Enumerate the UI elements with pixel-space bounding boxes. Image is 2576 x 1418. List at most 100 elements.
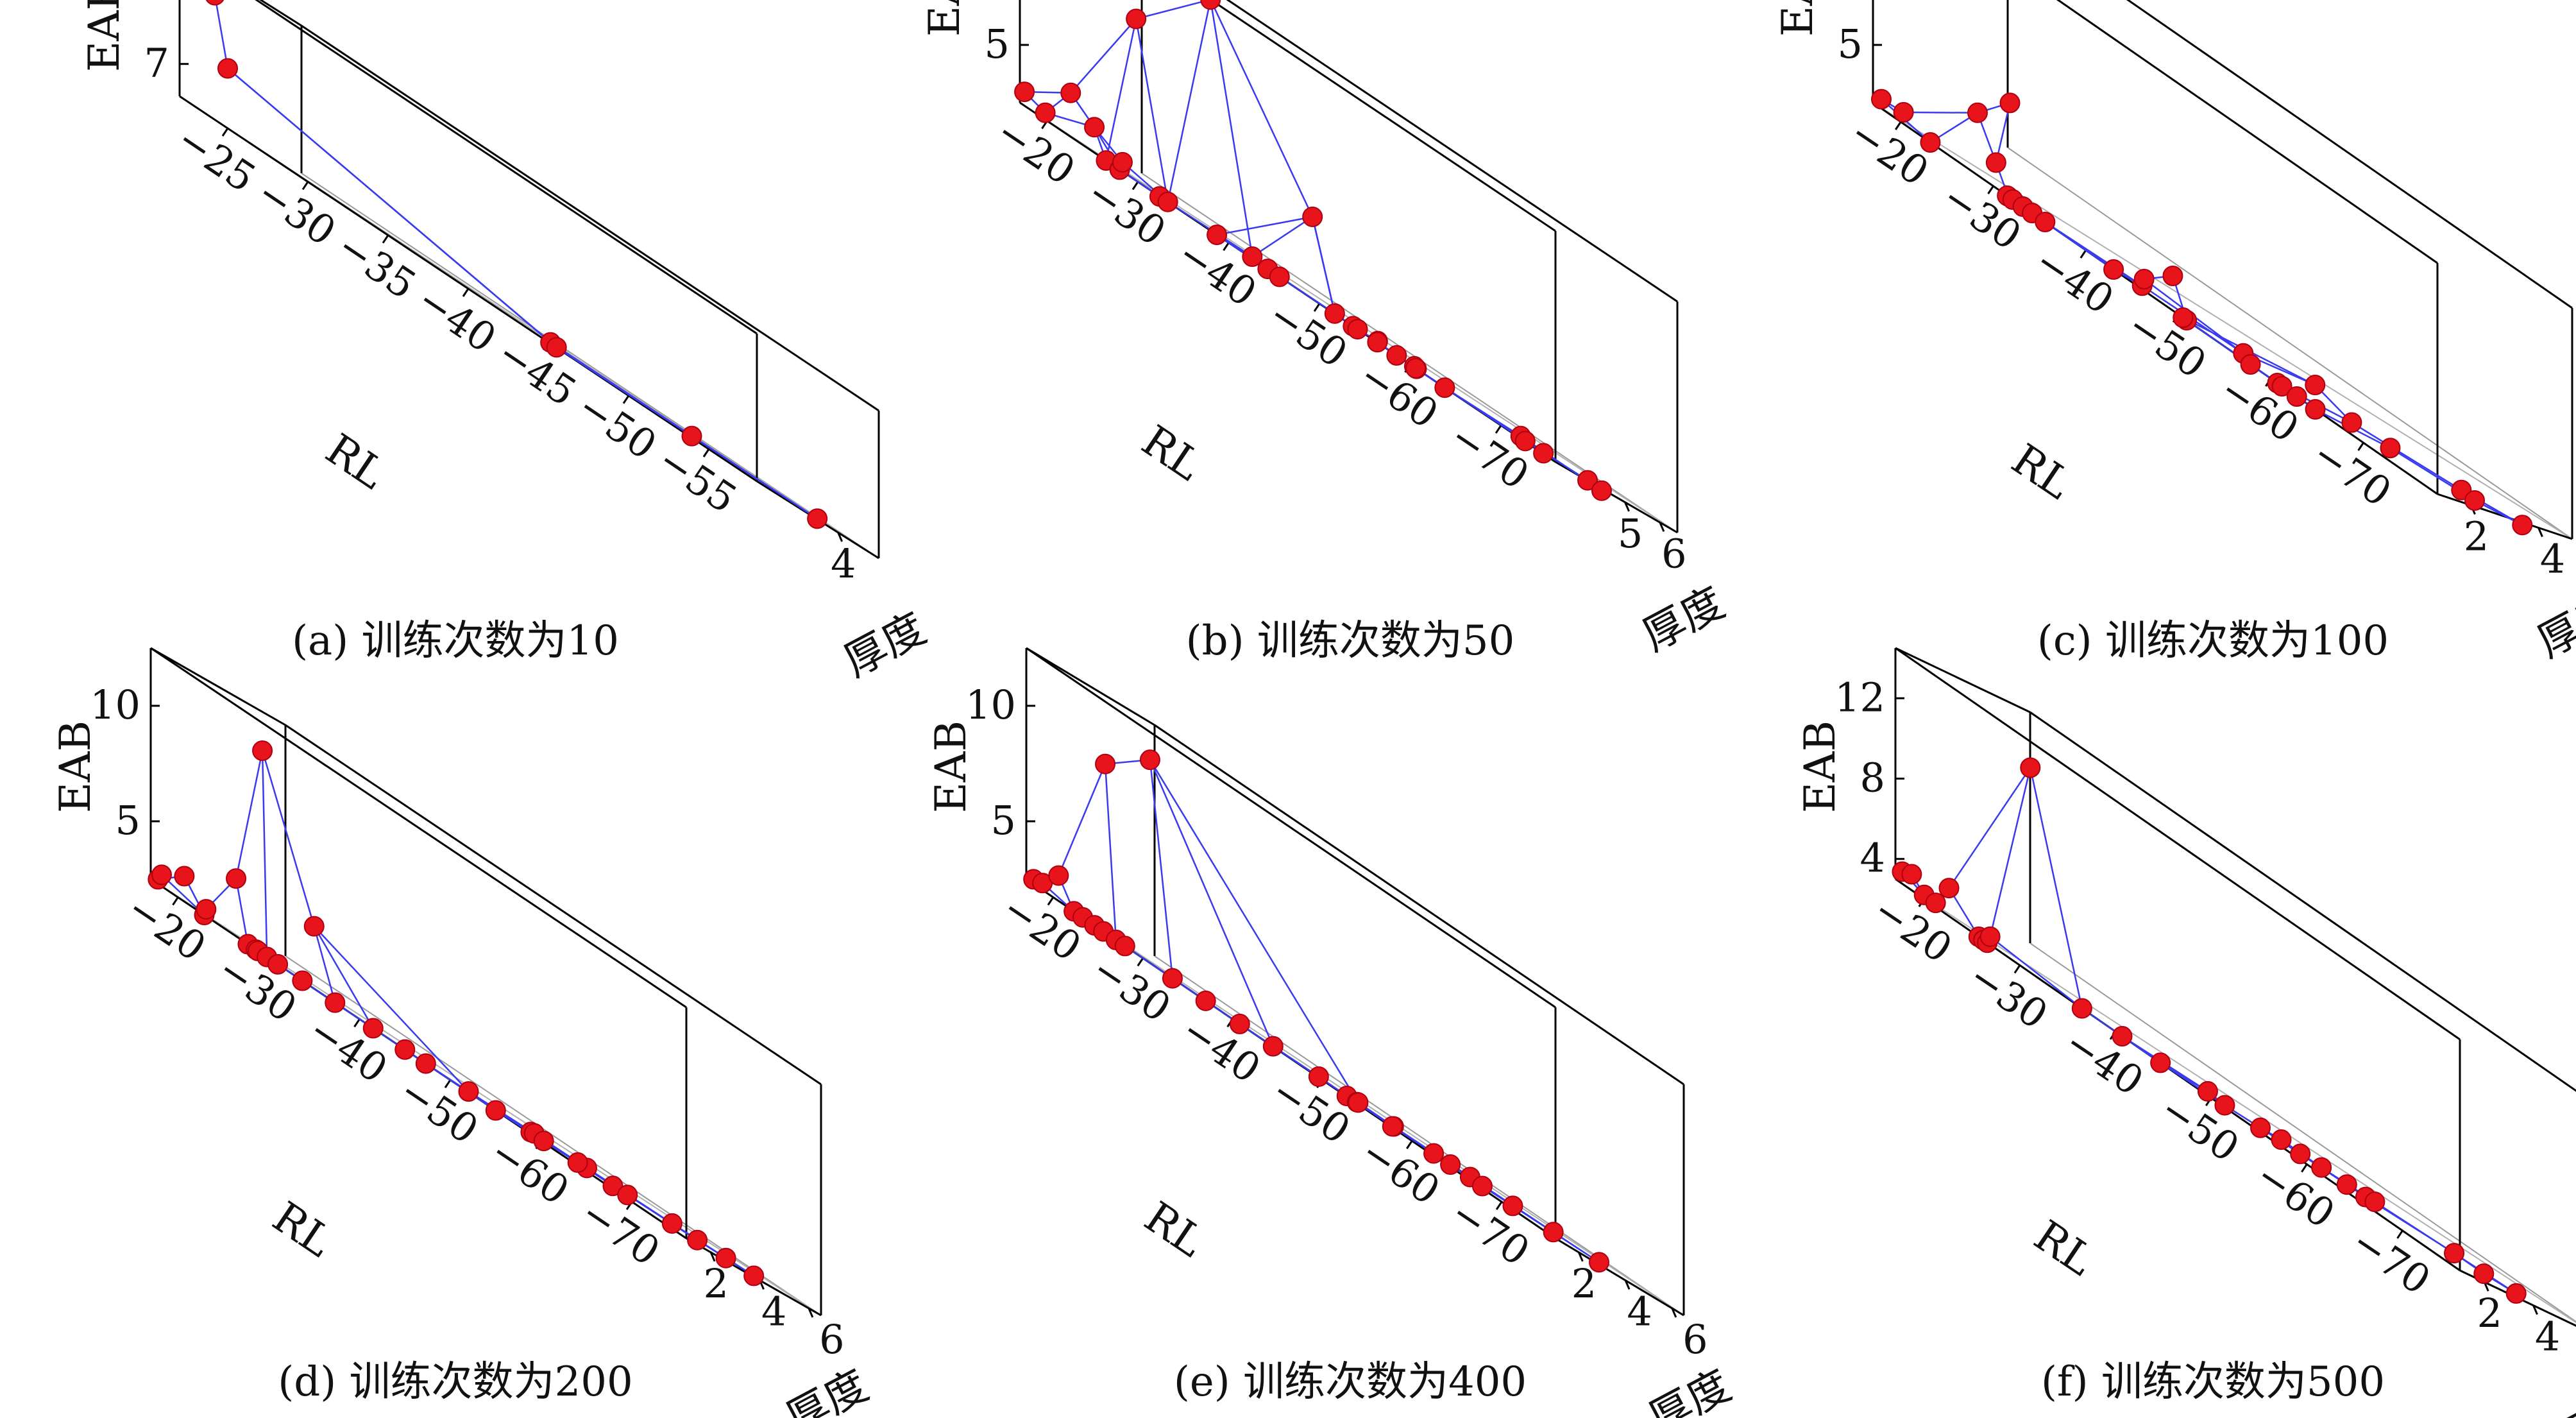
z-tick-label: 5 [991, 797, 1016, 844]
network-node [2271, 376, 2292, 397]
network-node [2512, 515, 2533, 536]
y-axis-title: 厚度 [1641, 1360, 1739, 1418]
network-node [1870, 89, 1892, 110]
x-tick-label: −20 [1842, 109, 1937, 195]
network-node [2473, 1263, 2495, 1285]
network-node [2271, 1129, 2292, 1150]
top-left-edge [258, 0, 302, 27]
network-node [2380, 438, 2401, 459]
z-tick-label: 4 [1860, 835, 1885, 882]
x-axis-title: RL [1133, 416, 1211, 490]
network-node [1543, 1222, 1564, 1243]
network-edge [1903, 111, 1978, 114]
network-node [1048, 865, 1069, 886]
panel-b: −20−30−40−50−60−7056510RL厚度EAB(b) 训练次数为5… [920, 0, 1733, 665]
panel-a: −25−30−35−40−45−50−55479RL厚度EAB(a) 训练次数为… [80, 0, 934, 687]
network-node [2286, 386, 2307, 407]
y-axis-title: 厚度 [2529, 584, 2576, 667]
network-node [1591, 480, 1612, 501]
network-node [2214, 1095, 2235, 1116]
x-tick [2357, 442, 2364, 451]
network-node [303, 916, 325, 937]
x-tick-label: −30 [1960, 953, 2056, 1039]
x-tick-label: −70 [2343, 1218, 2439, 1304]
z-tick-label: 5 [1838, 21, 1863, 67]
network-node [252, 740, 273, 761]
network-edge [313, 926, 336, 1004]
x-tick-label: −40 [2026, 237, 2122, 323]
floor-diagonal-line [1872, 102, 2573, 540]
panel-caption: (a) 训练次数为10 [292, 617, 619, 665]
x-tick [2396, 1230, 2403, 1239]
z-tick-label: 10 [965, 681, 1016, 728]
network-node [1112, 151, 1133, 173]
network-edge [1070, 18, 1137, 94]
network-node [546, 337, 567, 358]
y-axis-title: 厚度 [836, 603, 934, 687]
network-node [1308, 1066, 1329, 1087]
network-node [1084, 117, 1105, 138]
network-node [2173, 307, 2194, 328]
x-tick [1313, 303, 1321, 312]
network-node [2197, 1081, 2218, 1102]
network-node [1126, 8, 1147, 30]
top-front-edge [1026, 647, 1556, 1009]
y-tick [2532, 1304, 2538, 1315]
network-node [1302, 206, 1323, 227]
x-tick-label: −70 [1442, 1189, 1538, 1275]
x-tick [444, 1079, 452, 1089]
x-tick [1987, 185, 1994, 194]
x-tick [1495, 1201, 1503, 1210]
x-tick [353, 1018, 360, 1028]
y-tick-label: 4 [761, 1288, 786, 1335]
x-tick [702, 448, 710, 457]
y-tick-label: 4 [2540, 536, 2565, 583]
x-axis-title: RL [317, 424, 394, 499]
panel-caption: (f) 训练次数为500 [2041, 1358, 2385, 1406]
y-tick [1624, 1279, 1631, 1290]
y-tick-label: 6 [819, 1316, 844, 1363]
z-axis-title: EAB [1795, 721, 1845, 813]
z-tick-label: 12 [1835, 674, 1885, 721]
network-node [1207, 224, 1228, 245]
network-edge [227, 67, 557, 348]
network-node [196, 899, 217, 920]
floor-back-line [2007, 147, 2573, 540]
x-tick [221, 128, 229, 137]
x-tick-label: −30 [248, 169, 344, 255]
network-edge [1149, 760, 1174, 978]
network-node [325, 992, 346, 1013]
y-tick [709, 1252, 716, 1262]
network-node [1195, 990, 1216, 1011]
network-node [1979, 926, 2001, 947]
network-edge [1416, 368, 1526, 442]
network-node [661, 1213, 682, 1234]
y-tick-label: 4 [1627, 1288, 1652, 1335]
y-tick [1577, 1252, 1584, 1262]
network-edge [313, 925, 470, 1093]
network-node [2341, 412, 2362, 433]
x-tick [1895, 121, 1902, 130]
network-node [458, 1081, 479, 1102]
z-tick-label: 5 [985, 21, 1010, 67]
x-axis-title: RL [2026, 1211, 2103, 1285]
network-node [1347, 319, 1368, 340]
z-axis-title: EAB [80, 0, 129, 72]
network-node [1588, 1252, 1609, 1273]
x-tick [1406, 1140, 1413, 1149]
panels-layer: −25−30−35−40−45−50−55479RL厚度EAB(a) 训练次数为… [51, 0, 2576, 1418]
network-node [1269, 266, 1290, 287]
network-node [1382, 1116, 1403, 1137]
y-tick [1624, 502, 1630, 512]
x-tick-label: −60 [1353, 1128, 1448, 1214]
panel-caption: (d) 训练次数为200 [278, 1358, 632, 1406]
x-axis-title: RL [1136, 1192, 1214, 1267]
network-node [226, 868, 247, 889]
network-node [394, 1039, 416, 1060]
network-edge [1311, 216, 1336, 314]
z-tick-label: 8 [1860, 754, 1885, 801]
network-node [743, 1265, 765, 1286]
x-tick-label: −20 [1865, 886, 1960, 972]
network-node [1999, 92, 2021, 114]
floor-back-line [285, 955, 822, 1316]
